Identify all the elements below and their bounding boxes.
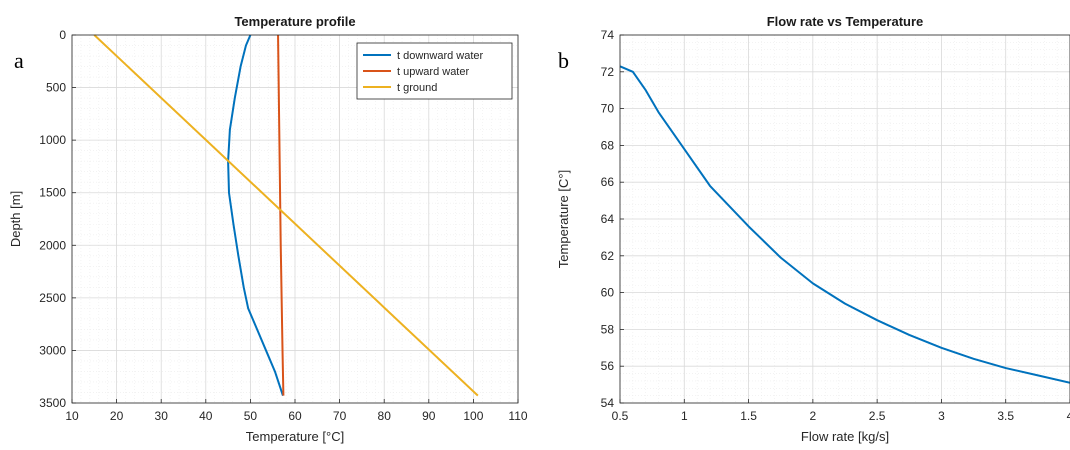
- x-tick-label: 80: [378, 409, 392, 423]
- x-tick-label: 3.5: [997, 409, 1014, 423]
- y-tick-label: 66: [601, 175, 615, 189]
- legend: t downward water t upward water t ground: [356, 42, 513, 100]
- x-axis-label: Temperature [°C]: [246, 429, 344, 444]
- x-tick-label: 100: [463, 409, 483, 423]
- y-axis-label: Temperature [C°]: [556, 170, 571, 268]
- x-tick-label: 30: [155, 409, 169, 423]
- x-tick-label: 40: [199, 409, 213, 423]
- y-axis-label: Depth [m]: [8, 191, 23, 247]
- y-tick-label: 60: [601, 286, 615, 300]
- x-tick-label: 1: [681, 409, 688, 423]
- y-tick-label: 64: [601, 212, 615, 226]
- series-line-0: [227, 34, 284, 396]
- x-tick-label: 50: [244, 409, 258, 423]
- y-tick-label: 2500: [39, 291, 66, 305]
- chart-title: Flow rate vs Temperature: [767, 14, 924, 29]
- y-tick-label: 58: [601, 322, 615, 336]
- y-tick-label: 70: [601, 102, 615, 116]
- x-tick-label: 2: [810, 409, 817, 423]
- x-tick-label: 90: [422, 409, 436, 423]
- x-tick-label: 70: [333, 409, 347, 423]
- chart-title: Temperature profile: [234, 14, 355, 29]
- y-tick-label: 56: [601, 359, 615, 373]
- x-tick-label: 2.5: [869, 409, 886, 423]
- panel-label-b: b: [558, 48, 569, 73]
- y-tick-label: 1000: [39, 133, 66, 147]
- y-tick-label: 1500: [39, 186, 66, 200]
- y-tick-label: 0: [59, 28, 66, 42]
- series-line-1: [277, 34, 285, 396]
- x-tick-label: 4: [1067, 409, 1070, 423]
- x-axis-label: Flow rate [kg/s]: [801, 429, 889, 444]
- series-line-0: [619, 65, 1070, 384]
- legend-entry: t ground: [397, 82, 437, 94]
- x-tick-label: 20: [110, 409, 124, 423]
- x-tick-label: 60: [288, 409, 302, 423]
- flow-rate-chart: 0.5 1 1.5 2 2.5 3 3.5 4 54 56 58 60 62 64 66 68 70 72 74 Fl…: [556, 14, 1070, 444]
- y-tick-label: 500: [46, 81, 66, 95]
- y-tick-label: 2000: [39, 238, 66, 252]
- x-tick-label: 1.5: [740, 409, 757, 423]
- y-tick-label: 54: [601, 396, 615, 410]
- temperature-profile-chart: 10 20 30 40 50 60 70 80 90 100 110 0 500 1000 1500 2000…: [8, 14, 528, 444]
- legend-entry: t downward water: [397, 50, 484, 62]
- x-tick-label: 3: [938, 409, 945, 423]
- y-tick-label: 72: [601, 65, 615, 79]
- legend-entry: t upward water: [397, 66, 469, 78]
- y-tick-label: 68: [601, 138, 615, 152]
- grid: [619, 34, 1070, 404]
- panel-label-a: a: [14, 48, 24, 73]
- x-tick-label: 0.5: [612, 409, 629, 423]
- y-tick-label: 3000: [39, 343, 66, 357]
- x-tick-label: 10: [65, 409, 79, 423]
- series-line-2: [93, 34, 479, 397]
- y-tick-label: 62: [601, 249, 615, 263]
- x-tick-label: 110: [508, 409, 527, 423]
- y-tick-label: 3500: [39, 396, 66, 410]
- y-tick-label: 74: [601, 28, 615, 42]
